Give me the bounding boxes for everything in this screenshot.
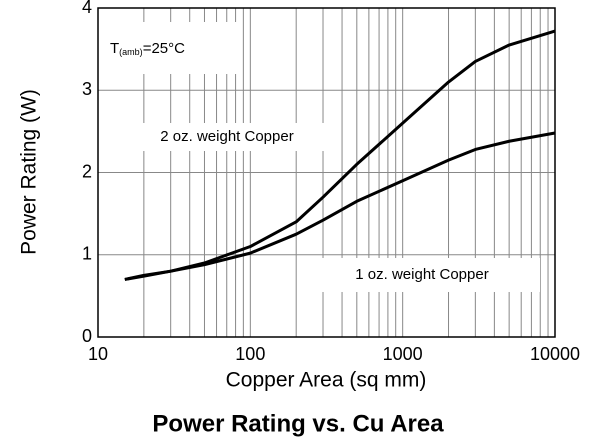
annotation-text: =25°C: [143, 40, 185, 57]
x-axis-label: Copper Area (sq mm): [226, 369, 427, 392]
lines: [124, 29, 556, 281]
y-tick-label: 1: [82, 244, 92, 264]
y-tick-label: 3: [82, 79, 92, 99]
y-tick-label: 0: [82, 326, 92, 346]
annotation-box: [125, 123, 330, 151]
annotation-text: T: [110, 40, 119, 57]
series-line: [124, 131, 556, 281]
annotation: T(amb)=25°C: [110, 40, 185, 57]
annotation-sub: (amb): [119, 47, 143, 57]
annotation-box: [100, 22, 240, 74]
x-tick-label: 1000: [383, 344, 423, 364]
annotation: 1 oz. weight Copper: [355, 266, 488, 283]
annotation: 2 oz. weight Copper: [160, 128, 293, 145]
y-tick-label: 2: [82, 161, 92, 181]
plot-frame: [97, 7, 556, 338]
x-tick-label: 10000: [530, 344, 580, 364]
y-tick-label: 4: [82, 0, 92, 17]
x-tick-label: 100: [235, 344, 265, 364]
annotation-box: [305, 258, 540, 292]
chart-title: Power Rating vs. Cu Area: [152, 410, 444, 437]
x-tick-label: 10: [88, 344, 108, 364]
y-axis-label: Power Rating (W): [18, 89, 41, 255]
